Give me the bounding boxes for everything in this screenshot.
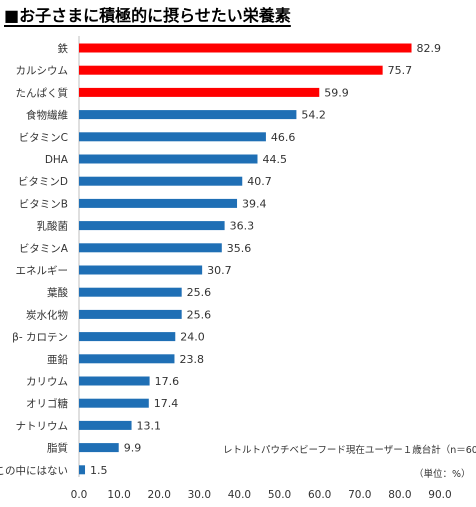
category-label: 亜鉛 [47, 353, 68, 366]
value-label: 40.7 [247, 175, 272, 188]
value-label: 13.1 [137, 419, 162, 432]
bar [79, 87, 320, 97]
unit-note: （単位：%） [414, 468, 471, 480]
category-label: たんぱく質 [16, 86, 69, 99]
x-tick-label: 40.0 [228, 489, 251, 501]
chart-title: ■お子さまに積極的に摂らせたい栄養素 [4, 6, 291, 25]
bar [79, 332, 176, 342]
value-label: 36.3 [230, 220, 255, 233]
x-tick-label: 80.0 [388, 489, 411, 501]
value-label: 17.4 [154, 397, 179, 410]
bar [79, 154, 258, 164]
value-label: 25.6 [187, 308, 212, 321]
x-tick-label: 10.0 [107, 489, 130, 501]
category-label: DHA [45, 154, 69, 166]
bar [79, 176, 243, 186]
value-label: 59.9 [324, 86, 349, 99]
bar [79, 376, 150, 386]
value-label: 39.4 [242, 197, 267, 210]
value-label: 30.7 [207, 264, 232, 277]
category-label: ビタミンB [19, 198, 68, 210]
value-label: 75.7 [388, 64, 413, 77]
x-tick-label: 30.0 [188, 489, 211, 501]
x-tick-label: 20.0 [148, 489, 171, 501]
value-label: 44.5 [262, 153, 287, 166]
sample-note: レトルトパウチベビーフード現在ユーザー１歳台計（n＝609） [223, 444, 476, 456]
bar [79, 198, 238, 208]
category-label: カルシウム [16, 65, 69, 77]
category-label: ビタミンC [19, 132, 68, 144]
category-label: 炭水化物 [26, 308, 68, 321]
bar [79, 132, 266, 142]
value-label: 46.6 [271, 131, 296, 144]
bar [79, 243, 222, 253]
value-label: 23.8 [179, 353, 204, 366]
category-label: 鉄 [58, 42, 69, 55]
value-label: 25.6 [187, 286, 212, 299]
x-tick-labels: 0.0 10.0 20.0 30.0 40.0 50.0 60.0 70.0 80.0 90.0 [71, 489, 452, 501]
value-label: 9.9 [124, 442, 141, 455]
value-label: 24.0 [180, 331, 205, 344]
category-label: 食物繊維 [26, 109, 68, 122]
category-label: ビタミンA [19, 243, 69, 255]
bar [79, 65, 383, 75]
value-label: 82.9 [417, 42, 442, 55]
value-label: 1.5 [90, 464, 108, 477]
bar [79, 465, 86, 475]
value-labels: 82.9 75.7 59.9 54.2 46.6 44.5 40.7 39.4 36.3 35.6… [90, 42, 441, 477]
bar [79, 420, 132, 430]
bar [79, 43, 412, 53]
x-tick-label: 0.0 [71, 489, 88, 501]
bar [79, 354, 175, 364]
category-label: 脂質 [47, 442, 68, 455]
value-label: 17.6 [155, 375, 180, 388]
category-label: β- カロテン [12, 332, 68, 344]
bar [79, 221, 225, 231]
category-label: この中にはない [0, 464, 68, 477]
category-label: ビタミンD [18, 176, 68, 188]
bars-group [79, 43, 412, 475]
category-label: 葉酸 [47, 286, 68, 299]
bar [79, 265, 203, 275]
category-label: 乳酸菌 [37, 220, 69, 233]
bar [79, 443, 119, 453]
bar [79, 287, 182, 297]
bar [79, 110, 297, 120]
category-label: エネルギー [16, 265, 69, 277]
x-tick-label: 70.0 [348, 489, 371, 501]
x-tick-label: 90.0 [428, 489, 451, 501]
bar [79, 398, 149, 408]
value-label: 35.6 [227, 242, 252, 255]
value-label: 54.2 [301, 109, 326, 122]
bar [79, 309, 182, 319]
category-label: ナトリウム [16, 420, 69, 432]
category-label: オリゴ糖 [26, 397, 68, 410]
x-tick-label: 60.0 [308, 489, 331, 501]
category-label: カリウム [26, 376, 68, 388]
x-tick-label: 50.0 [268, 489, 291, 501]
